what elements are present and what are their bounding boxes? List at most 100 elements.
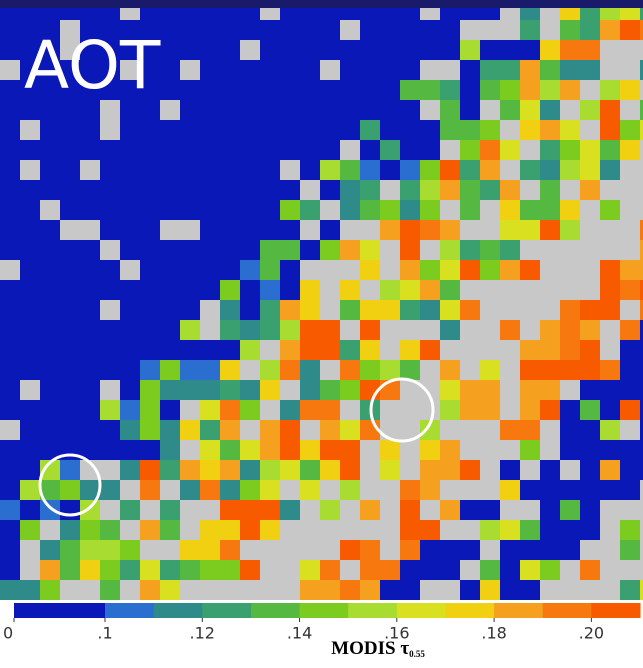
map-cell bbox=[300, 80, 320, 100]
map-cell bbox=[640, 60, 643, 80]
map-cell bbox=[380, 580, 400, 600]
map-cell bbox=[420, 180, 440, 200]
map-cell bbox=[280, 140, 300, 160]
map-cell bbox=[200, 400, 220, 420]
map-cell bbox=[220, 280, 240, 300]
map-cell bbox=[600, 80, 620, 100]
map-cell bbox=[520, 220, 540, 240]
map-cell bbox=[60, 560, 80, 580]
map-cell bbox=[600, 400, 620, 420]
map-cell bbox=[260, 60, 280, 80]
map-cell bbox=[20, 280, 40, 300]
map-cell bbox=[340, 60, 360, 80]
map-cell bbox=[600, 140, 620, 160]
map-cell bbox=[240, 340, 260, 360]
map-cell bbox=[120, 440, 140, 460]
map-cell bbox=[140, 240, 160, 260]
map-cell bbox=[120, 120, 140, 140]
map-cell bbox=[200, 180, 220, 200]
map-cell bbox=[580, 560, 600, 580]
map-cell bbox=[280, 100, 300, 120]
map-cell bbox=[420, 300, 440, 320]
map-cell bbox=[320, 560, 340, 580]
map-cell bbox=[560, 480, 580, 500]
map-cell bbox=[140, 560, 160, 580]
map-cell bbox=[320, 580, 340, 600]
map-cell bbox=[260, 40, 280, 60]
map-cell bbox=[500, 80, 520, 100]
map-cell bbox=[360, 40, 380, 60]
map-cell bbox=[100, 400, 120, 420]
map-cell bbox=[40, 180, 60, 200]
map-cell bbox=[420, 460, 440, 480]
map-cell bbox=[600, 460, 620, 480]
map-cell bbox=[420, 520, 440, 540]
map-cell bbox=[60, 60, 80, 80]
map-cell bbox=[40, 540, 60, 560]
colorbar-segment bbox=[250, 603, 301, 618]
map-cell bbox=[180, 80, 200, 100]
map-cell bbox=[400, 240, 420, 260]
map-cell bbox=[120, 140, 140, 160]
map-cell bbox=[320, 320, 340, 340]
map-cell bbox=[60, 200, 80, 220]
map-cell bbox=[120, 340, 140, 360]
map-cell bbox=[380, 140, 400, 160]
map-cell bbox=[0, 20, 20, 40]
map-cell bbox=[440, 460, 460, 480]
map-cell bbox=[220, 120, 240, 140]
map-cell bbox=[220, 480, 240, 500]
map-cell bbox=[260, 500, 280, 520]
map-cell bbox=[240, 280, 260, 300]
map-cell bbox=[640, 340, 643, 360]
colorbar-segment bbox=[445, 603, 495, 618]
map-cell bbox=[620, 280, 640, 300]
map-cell bbox=[200, 280, 220, 300]
map-cell bbox=[260, 220, 280, 240]
map-cell bbox=[240, 500, 260, 520]
map-cell bbox=[0, 40, 20, 60]
map-cell bbox=[520, 520, 540, 540]
map-cell bbox=[360, 180, 380, 200]
map-cell bbox=[400, 500, 420, 520]
map-cell bbox=[460, 540, 480, 560]
map-cell bbox=[580, 60, 600, 80]
map-cell bbox=[580, 180, 600, 200]
map-cell bbox=[320, 80, 340, 100]
map-cell bbox=[420, 140, 440, 160]
map-cell bbox=[240, 480, 260, 500]
map-cell bbox=[220, 220, 240, 240]
map-cell bbox=[360, 80, 380, 100]
map-cell bbox=[460, 140, 480, 160]
map-cell bbox=[140, 380, 160, 400]
map-cell bbox=[80, 420, 100, 440]
map-cell bbox=[100, 160, 120, 180]
map-cell bbox=[160, 320, 180, 340]
map-cell bbox=[20, 460, 40, 480]
map-cell bbox=[480, 260, 500, 280]
map-cell bbox=[160, 440, 180, 460]
map-cell bbox=[60, 380, 80, 400]
map-cell bbox=[60, 340, 80, 360]
map-cell bbox=[60, 320, 80, 340]
map-cell bbox=[500, 200, 520, 220]
map-cell bbox=[440, 560, 460, 580]
map-cell bbox=[540, 180, 560, 200]
map-cell bbox=[580, 100, 600, 120]
map-cell bbox=[140, 420, 160, 440]
map-cell bbox=[200, 480, 220, 500]
map-cell bbox=[120, 540, 140, 560]
map-cell bbox=[80, 240, 100, 260]
map-cell bbox=[560, 220, 580, 240]
map-cell bbox=[280, 300, 300, 320]
map-cell bbox=[360, 60, 380, 80]
map-cell bbox=[340, 460, 360, 480]
map-cell bbox=[200, 460, 220, 480]
map-cell bbox=[440, 100, 460, 120]
map-cell bbox=[540, 360, 560, 380]
map-cell bbox=[0, 520, 20, 540]
map-cell bbox=[300, 300, 320, 320]
map-cell bbox=[320, 40, 340, 60]
map-cell bbox=[480, 60, 500, 80]
map-cell bbox=[600, 100, 620, 120]
